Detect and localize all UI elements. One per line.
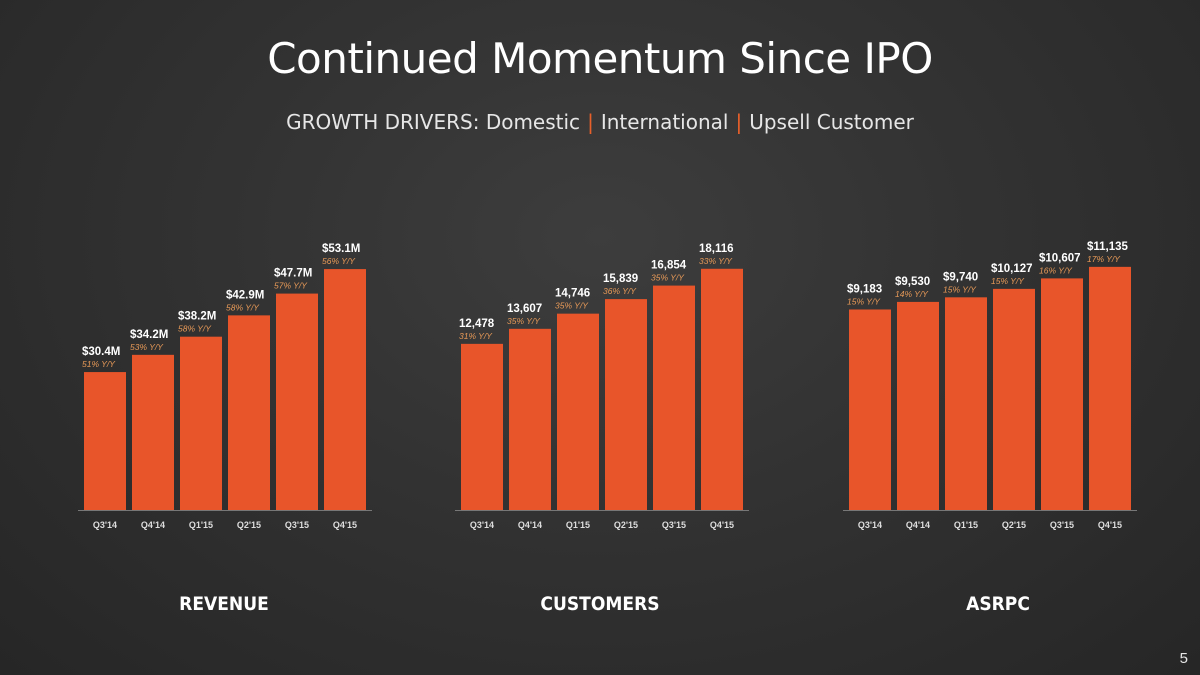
revenue-chart-title: REVENUE [179, 593, 269, 615]
revenue-growth-label: 56% Y/Y [322, 256, 356, 266]
asrpc-growth-label: 15% Y/Y [847, 296, 881, 306]
customers-bar [653, 285, 695, 510]
customers-value-label: 16,854 [651, 260, 687, 272]
asrpc-bar [945, 297, 987, 510]
customers-value-label: 15,839 [603, 273, 638, 285]
customers-bar [605, 299, 647, 510]
customers-growth-label: 31% Y/Y [459, 331, 493, 341]
revenue-growth-label: 58% Y/Y [178, 324, 212, 334]
revenue-tick-label: Q4'14 [141, 520, 165, 530]
revenue-bar [180, 336, 222, 510]
slide-title: Continued Momentum Since IPO [267, 34, 933, 83]
asrpc-bar [849, 309, 891, 510]
customers-bar [509, 328, 551, 510]
revenue-value-label: $30.4M [82, 346, 120, 358]
revenue-bar [324, 269, 366, 510]
asrpc-growth-label: 15% Y/Y [991, 276, 1025, 286]
slide-subtitle: GROWTH DRIVERS: Domestic | International | U… [0, 110, 1200, 134]
asrpc-value-label: $9,530 [895, 276, 930, 288]
asrpc-growth-label: 16% Y/Y [1039, 265, 1073, 275]
asrpc-value-label: $10,127 [991, 263, 1033, 275]
asrpc-bar [1041, 278, 1083, 510]
customers-bar [461, 343, 503, 510]
customers-tick-label: Q3'14 [470, 520, 494, 530]
revenue-tick-label: Q3'14 [93, 520, 117, 530]
revenue-growth-label: 53% Y/Y [130, 342, 164, 352]
customers-bar [557, 313, 599, 510]
asrpc-growth-label: 14% Y/Y [895, 289, 929, 299]
customers-value-label: 18,116 [699, 243, 734, 255]
asrpc-bar [993, 288, 1035, 510]
customers-bar [701, 268, 743, 510]
subtitle-separator: | [735, 110, 743, 134]
revenue-value-label: $34.2M [130, 329, 168, 341]
revenue-tick-label: Q4'15 [333, 520, 357, 530]
customers-growth-label: 36% Y/Y [603, 286, 637, 296]
driver-upsell-customer: Upsell Customer [749, 110, 914, 134]
asrpc-bar [1089, 266, 1131, 510]
asrpc-tick-label: Q2'15 [1002, 520, 1026, 530]
asrpc-tick-label: Q4'15 [1098, 520, 1122, 530]
customers-chart-title: CUSTOMERS [540, 593, 660, 615]
revenue-bar [276, 293, 318, 510]
asrpc-growth-label: 17% Y/Y [1087, 254, 1121, 264]
revenue-bar [228, 315, 270, 510]
asrpc-tick-label: Q3'15 [1050, 520, 1074, 530]
asrpc-tick-label: Q1'15 [954, 520, 978, 530]
revenue-growth-label: 57% Y/Y [274, 281, 308, 291]
asrpc-bar [897, 301, 939, 510]
asrpc-chart-title: ASRPC [966, 593, 1030, 615]
asrpc-value-label: $11,135 [1087, 241, 1129, 253]
driver-international: International [600, 110, 729, 134]
asrpc-growth-label: 15% Y/Y [943, 284, 977, 294]
customers-tick-label: Q2'15 [614, 520, 638, 530]
revenue-value-label: $42.9M [226, 289, 264, 301]
customers-growth-label: 33% Y/Y [699, 256, 733, 266]
customers-tick-label: Q4'15 [710, 520, 734, 530]
customers-tick-label: Q3'15 [662, 520, 686, 530]
customers-growth-label: 35% Y/Y [555, 301, 589, 311]
revenue-tick-label: Q1'15 [189, 520, 213, 530]
driver-domestic: Domestic [485, 110, 581, 134]
revenue-tick-label: Q2'15 [237, 520, 261, 530]
subtitle-prefix: GROWTH DRIVERS: [286, 110, 480, 134]
customers-tick-label: Q4'14 [518, 520, 542, 530]
asrpc-tick-label: Q4'14 [906, 520, 930, 530]
revenue-bar [132, 354, 174, 510]
customers-value-label: 14,746 [555, 288, 590, 300]
customers-growth-label: 35% Y/Y [651, 273, 685, 283]
revenue-value-label: $53.1M [322, 243, 360, 255]
revenue-value-label: $47.7M [274, 268, 312, 280]
page-number: 5 [1179, 650, 1188, 667]
asrpc-value-label: $9,183 [847, 283, 882, 295]
subtitle-separator: | [587, 110, 594, 134]
revenue-tick-label: Q3'15 [285, 520, 309, 530]
customers-tick-label: Q1'15 [566, 520, 590, 530]
customers-growth-label: 35% Y/Y [507, 316, 541, 326]
customers-value-label: 12,478 [459, 318, 495, 330]
revenue-bar [84, 372, 126, 510]
revenue-growth-label: 58% Y/Y [226, 302, 260, 312]
asrpc-tick-label: Q3'14 [858, 520, 882, 530]
revenue-value-label: $38.2M [178, 311, 216, 323]
asrpc-value-label: $10,607 [1039, 252, 1081, 264]
asrpc-value-label: $9,740 [943, 271, 978, 283]
revenue-growth-label: 51% Y/Y [82, 359, 116, 369]
customers-value-label: 13,607 [507, 303, 542, 315]
